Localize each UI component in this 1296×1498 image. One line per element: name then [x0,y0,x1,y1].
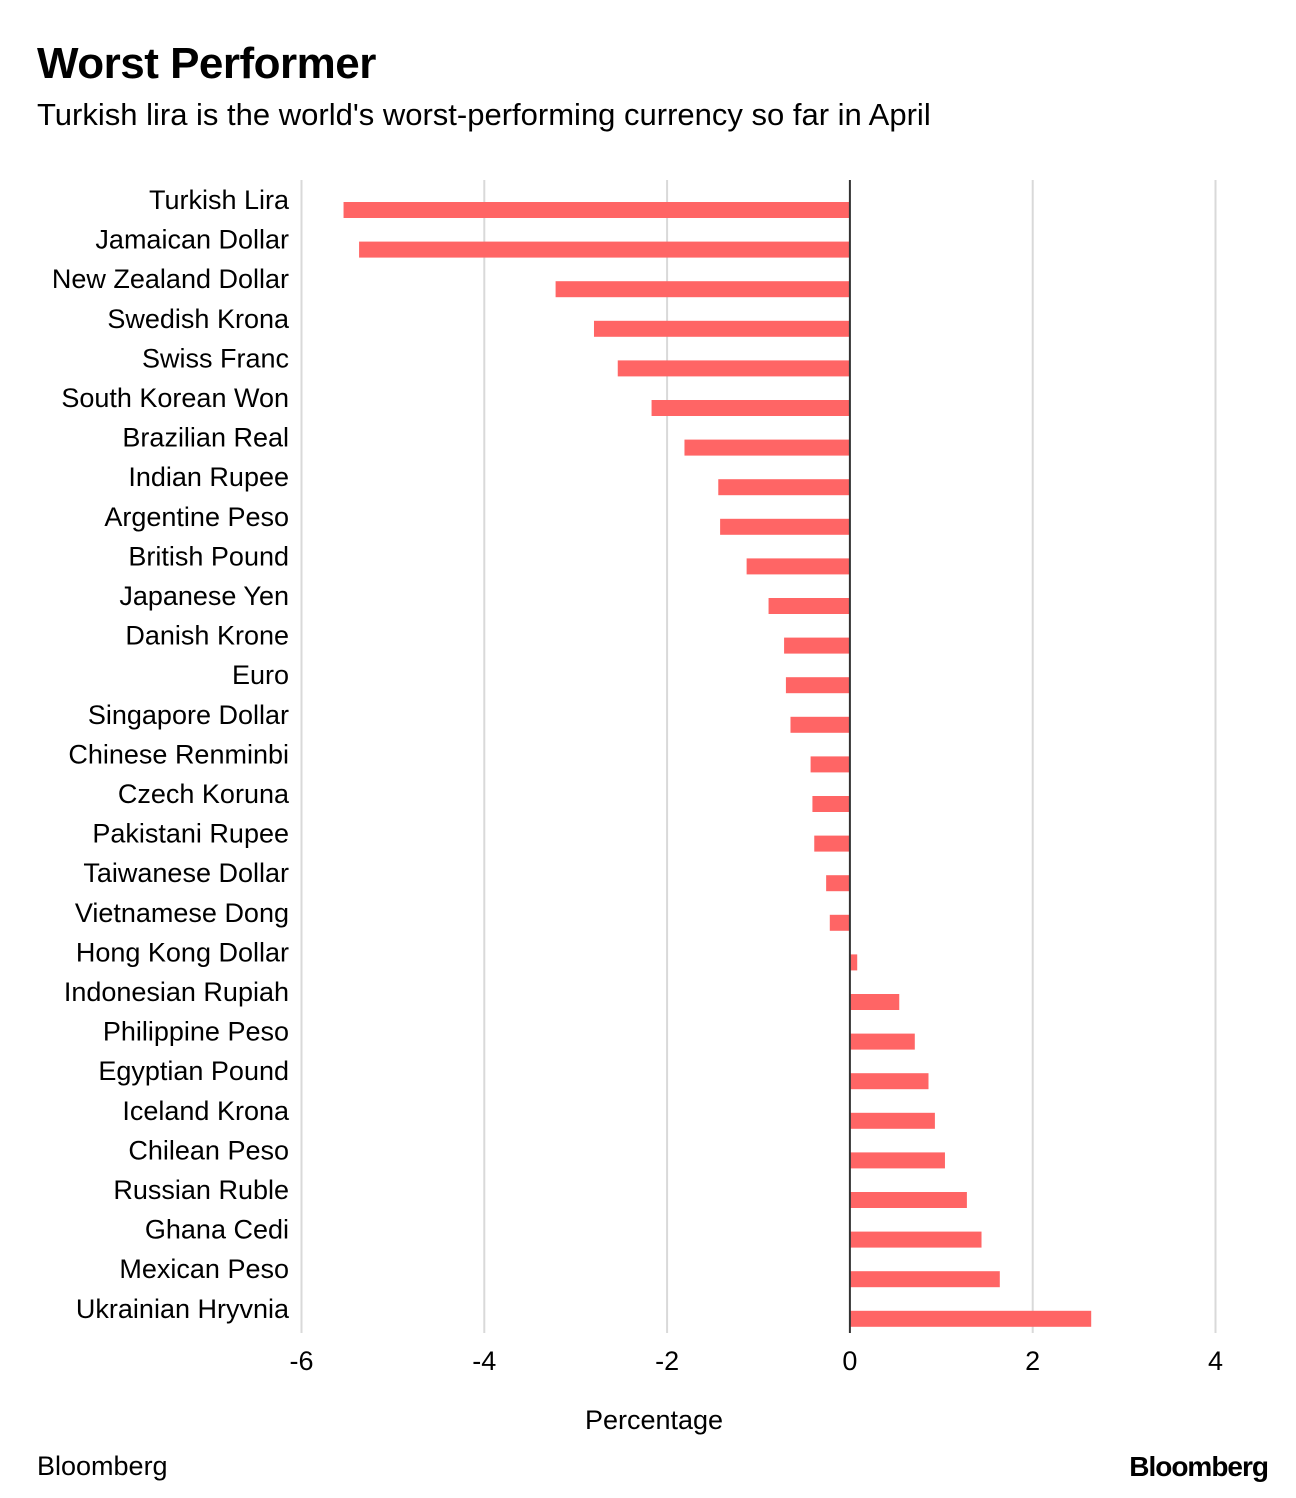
category-label: Pakistani Rupee [92,819,289,849]
bar [790,716,850,733]
bar [684,439,850,456]
category-label: Ukrainian Hryvnia [76,1294,290,1324]
x-axis-ticks: -6 -4 -2 0 2 4 [289,1346,1223,1376]
x-tick-label: 4 [1208,1346,1223,1376]
bar [785,677,850,694]
category-label: Czech Koruna [118,779,290,809]
bar [849,954,858,971]
category-label: Euro [232,660,289,690]
category-label: Chinese Renminbi [68,739,289,769]
bar [617,360,850,377]
bar [826,875,850,892]
category-label: Egyptian Pound [98,1056,289,1086]
bar [814,835,850,852]
bar [829,914,850,931]
category-label: Ghana Cedi [145,1215,289,1245]
bar [849,1192,967,1208]
category-labels: Turkish Lira Jamaican Dollar New Zealand D… [52,185,290,1324]
x-tick-label: -6 [289,1346,313,1376]
category-label: Hong Kong Dollar [76,937,289,967]
category-label: Russian Ruble [113,1175,289,1205]
chart-title: Worst Performer [37,39,376,88]
category-label: British Pound [128,541,289,571]
bar [849,994,900,1010]
category-label: Swiss Franc [142,343,289,373]
bar [746,558,850,575]
category-label: Vietnamese Dong [75,898,289,928]
category-label: Argentine Peso [104,502,289,532]
category-label: Swedish Krona [107,304,290,334]
x-tick-label: 0 [842,1346,857,1376]
category-label: Iceland Krona [122,1096,290,1126]
x-axis-label: Percentage [585,1405,723,1435]
bar [849,1310,1092,1327]
bar [593,320,850,337]
source-note: Bloomberg [37,1451,168,1481]
x-tick-label: 2 [1025,1346,1040,1376]
bar [555,281,850,298]
category-label: Japanese Yen [119,581,289,611]
bar [784,637,850,654]
bar [849,1271,1000,1288]
x-tick-label: -4 [472,1346,496,1376]
bar [720,518,850,535]
category-label: Singapore Dollar [88,700,289,730]
category-label: Philippine Peso [103,1017,289,1047]
bar [849,1112,935,1129]
bloomberg-logo: Bloomberg [1129,1451,1269,1482]
category-label: Turkish Lira [149,185,290,215]
category-label: Mexican Peso [119,1254,289,1284]
category-label: Jamaican Dollar [95,225,289,255]
category-label: Indian Rupee [128,462,289,492]
bars [343,202,1092,1327]
bar [810,756,850,773]
bar [849,1073,929,1090]
bar [849,1152,945,1169]
category-label: South Korean Won [61,383,289,413]
bar [849,1033,915,1050]
x-tick-label: -2 [655,1346,679,1376]
gridlines [300,180,1217,1333]
bar [718,479,850,496]
category-label: Brazilian Real [122,423,289,453]
category-label: Taiwanese Dollar [83,858,289,888]
category-label: Danish Krone [125,621,289,651]
chart-subtitle: Turkish lira is the world's worst-perfor… [37,97,931,132]
bar [812,796,850,812]
category-label: Chilean Peso [128,1135,289,1165]
category-label: New Zealand Dollar [52,264,289,294]
bar [849,1231,982,1248]
bar [343,202,850,218]
category-label: Indonesian Rupiah [64,977,289,1007]
bar [359,241,850,258]
bar [768,598,850,614]
bar [651,400,850,416]
